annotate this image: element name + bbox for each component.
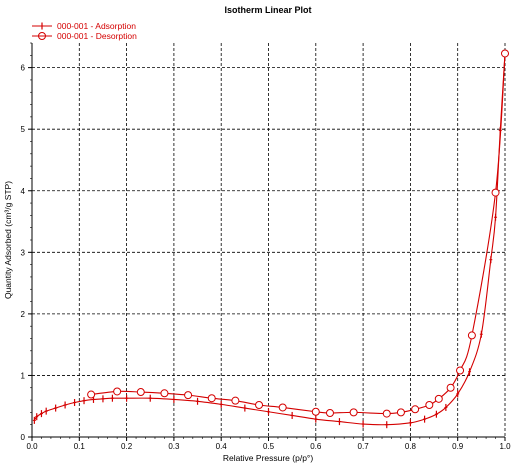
legend-circle-marker <box>38 32 46 40</box>
x-tick-label: 0.7 <box>358 442 370 451</box>
plus-marker <box>82 397 86 405</box>
plus-marker <box>468 368 472 376</box>
circle-marker <box>467 331 476 340</box>
circle-marker <box>231 396 240 405</box>
plus-marker <box>63 401 67 409</box>
circle-marker <box>255 400 264 409</box>
grid <box>32 43 506 437</box>
circle-marker <box>113 387 122 396</box>
plus-marker <box>434 410 438 418</box>
circle-marker <box>491 188 500 197</box>
x-tick-label: 0.4 <box>216 442 228 451</box>
x-tick-label: 0.0 <box>26 442 38 451</box>
x-tick-label: 0.1 <box>74 442 86 451</box>
plus-marker <box>423 415 427 423</box>
y-tick-label: 0 <box>21 433 26 442</box>
plus-marker <box>110 394 114 402</box>
y-tick-label: 2 <box>21 310 26 319</box>
circle-marker <box>456 366 465 375</box>
series-layer <box>32 49 509 429</box>
circle-marker <box>425 400 434 409</box>
plus-marker <box>489 256 493 264</box>
plus-marker <box>337 418 341 426</box>
circle-marker <box>207 394 216 403</box>
x-tick-label: 0.9 <box>452 442 464 451</box>
legend-label-desorption: 000-001 - Desorption <box>57 31 137 41</box>
circle-marker <box>501 49 509 58</box>
plus-marker <box>494 213 498 221</box>
y-tick-label: 1 <box>21 371 26 380</box>
y-tick-label: 4 <box>21 187 26 196</box>
plus-marker <box>54 404 58 412</box>
plus-marker <box>196 397 200 405</box>
y-tick-label: 5 <box>21 125 26 134</box>
plus-marker <box>290 411 294 419</box>
series-adsorption <box>32 50 507 429</box>
plus-marker <box>73 399 77 407</box>
plus-marker <box>32 416 36 424</box>
x-tick-label: 0.8 <box>405 442 417 451</box>
plus-marker <box>267 408 270 416</box>
plus-marker <box>101 395 105 403</box>
plus-marker <box>39 410 43 418</box>
y-tick-label: 3 <box>21 248 26 257</box>
plus-marker <box>479 330 483 338</box>
plus-marker <box>361 420 365 428</box>
y-tick-label: 6 <box>21 64 26 73</box>
circle-marker <box>184 391 193 400</box>
x-tick-label: 0.2 <box>121 442 133 451</box>
x-tick-label: 0.3 <box>168 442 180 451</box>
circle-marker <box>396 408 405 417</box>
plus-marker <box>172 395 176 403</box>
plus-marker <box>243 404 247 412</box>
circle-marker <box>325 408 334 417</box>
plus-marker <box>219 400 223 408</box>
series-line <box>33 54 506 426</box>
legend-item-desorption: 000-001 - Desorption <box>32 31 137 41</box>
x-tick-label: 0.6 <box>310 442 322 451</box>
plus-marker <box>35 413 39 421</box>
plus-marker <box>385 421 389 429</box>
y-axis-label: Quantity Adsorbed (cm³/g STP) <box>3 181 13 299</box>
circle-marker <box>446 383 455 392</box>
circle-marker <box>160 389 169 398</box>
plus-marker <box>125 394 129 402</box>
circle-marker <box>87 390 96 399</box>
plus-marker <box>314 415 318 423</box>
x-tick-label: 1.0 <box>499 442 511 451</box>
plus-marker <box>148 394 152 402</box>
x-axis-ticks: 0.0 0.1 0.2 0.3 0.4 0.5 0.6 0.7 0.8 0.9 1.0 <box>26 437 511 451</box>
y-axis-ticks: 0 1 2 3 4 5 6 <box>21 64 32 442</box>
x-axis-label: Relative Pressure (p/p°) <box>223 453 313 463</box>
legend: 000-001 - Adsorption 000-001 - Desorptio… <box>32 21 137 41</box>
series-line <box>91 53 506 415</box>
plus-marker <box>456 390 460 398</box>
circle-marker <box>382 409 391 418</box>
legend-label-adsorption: 000-001 - Adsorption <box>57 21 136 31</box>
circle-marker <box>349 408 358 417</box>
legend-item-adsorption: 000-001 - Adsorption <box>32 21 136 31</box>
circle-marker <box>411 405 420 414</box>
circle-marker <box>278 403 287 412</box>
circle-marker <box>311 407 320 416</box>
plus-marker <box>408 419 412 427</box>
circle-marker <box>136 388 145 397</box>
minor-ticks <box>30 42 506 439</box>
series-desorption <box>87 49 509 418</box>
chart-title: Isotherm Linear Plot <box>224 5 311 15</box>
plus-marker <box>44 407 48 415</box>
circle-marker <box>434 394 443 403</box>
x-tick-label: 0.5 <box>263 442 275 451</box>
plus-marker <box>444 403 448 411</box>
